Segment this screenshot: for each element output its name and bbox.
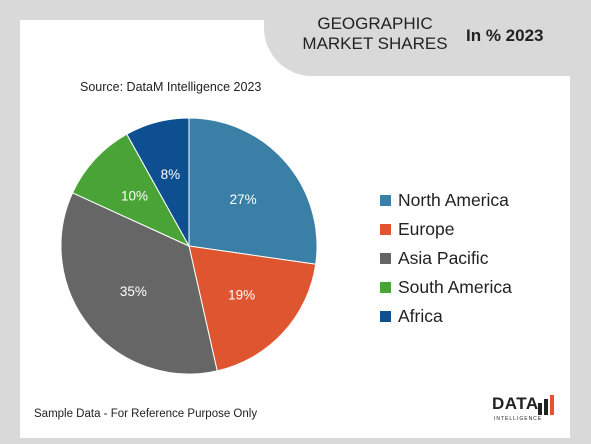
legend-swatch <box>380 253 391 264</box>
legend-item: Asia Pacific <box>380 244 512 273</box>
legend-item: South America <box>380 273 512 302</box>
pie-data-label: 19% <box>228 288 255 303</box>
legend-swatch <box>380 224 391 235</box>
legend-item: North America <box>380 186 512 215</box>
chart-title: GEOGRAPHIC MARKET SHARES <box>302 14 448 53</box>
legend-label: South America <box>398 277 512 297</box>
pie-slice-asia-pacific <box>60 192 218 375</box>
footnote: Sample Data - For Reference Purpose Only <box>34 408 258 420</box>
logo-bars-icon <box>538 395 554 415</box>
pie-data-label: 35% <box>120 284 147 299</box>
legend-swatch <box>380 282 391 293</box>
chart-year-label: In % 2023 <box>466 26 544 45</box>
legend-item: Europe <box>380 215 512 244</box>
header-tab <box>264 0 591 76</box>
legend-label: Asia Pacific <box>398 248 489 268</box>
pie-slice-north-america <box>188 117 318 265</box>
legend-item: Africa <box>380 302 512 331</box>
logo-text: DATA <box>492 394 539 413</box>
legend-label: North America <box>398 190 509 210</box>
pie-slice-africa <box>126 117 190 248</box>
company-logo: DATA INTELLIGENCE <box>492 394 556 432</box>
pie-slice-europe <box>188 245 317 372</box>
legend-label: Europe <box>398 219 455 239</box>
legend-swatch <box>380 195 391 206</box>
source-note: Source: DataM Intelligence 2023 <box>80 80 262 94</box>
pie-data-label: 8% <box>161 167 181 182</box>
legend-swatch <box>380 311 391 322</box>
pie-slice-south-america <box>71 133 191 248</box>
pie-data-label: 10% <box>121 189 148 204</box>
logo-subtext: INTELLIGENCE <box>494 416 543 422</box>
legend-label: Africa <box>398 306 443 326</box>
pie-data-label: 27% <box>230 192 257 207</box>
chart-legend: North America Europe Asia Pacific South Ame… <box>380 186 512 331</box>
